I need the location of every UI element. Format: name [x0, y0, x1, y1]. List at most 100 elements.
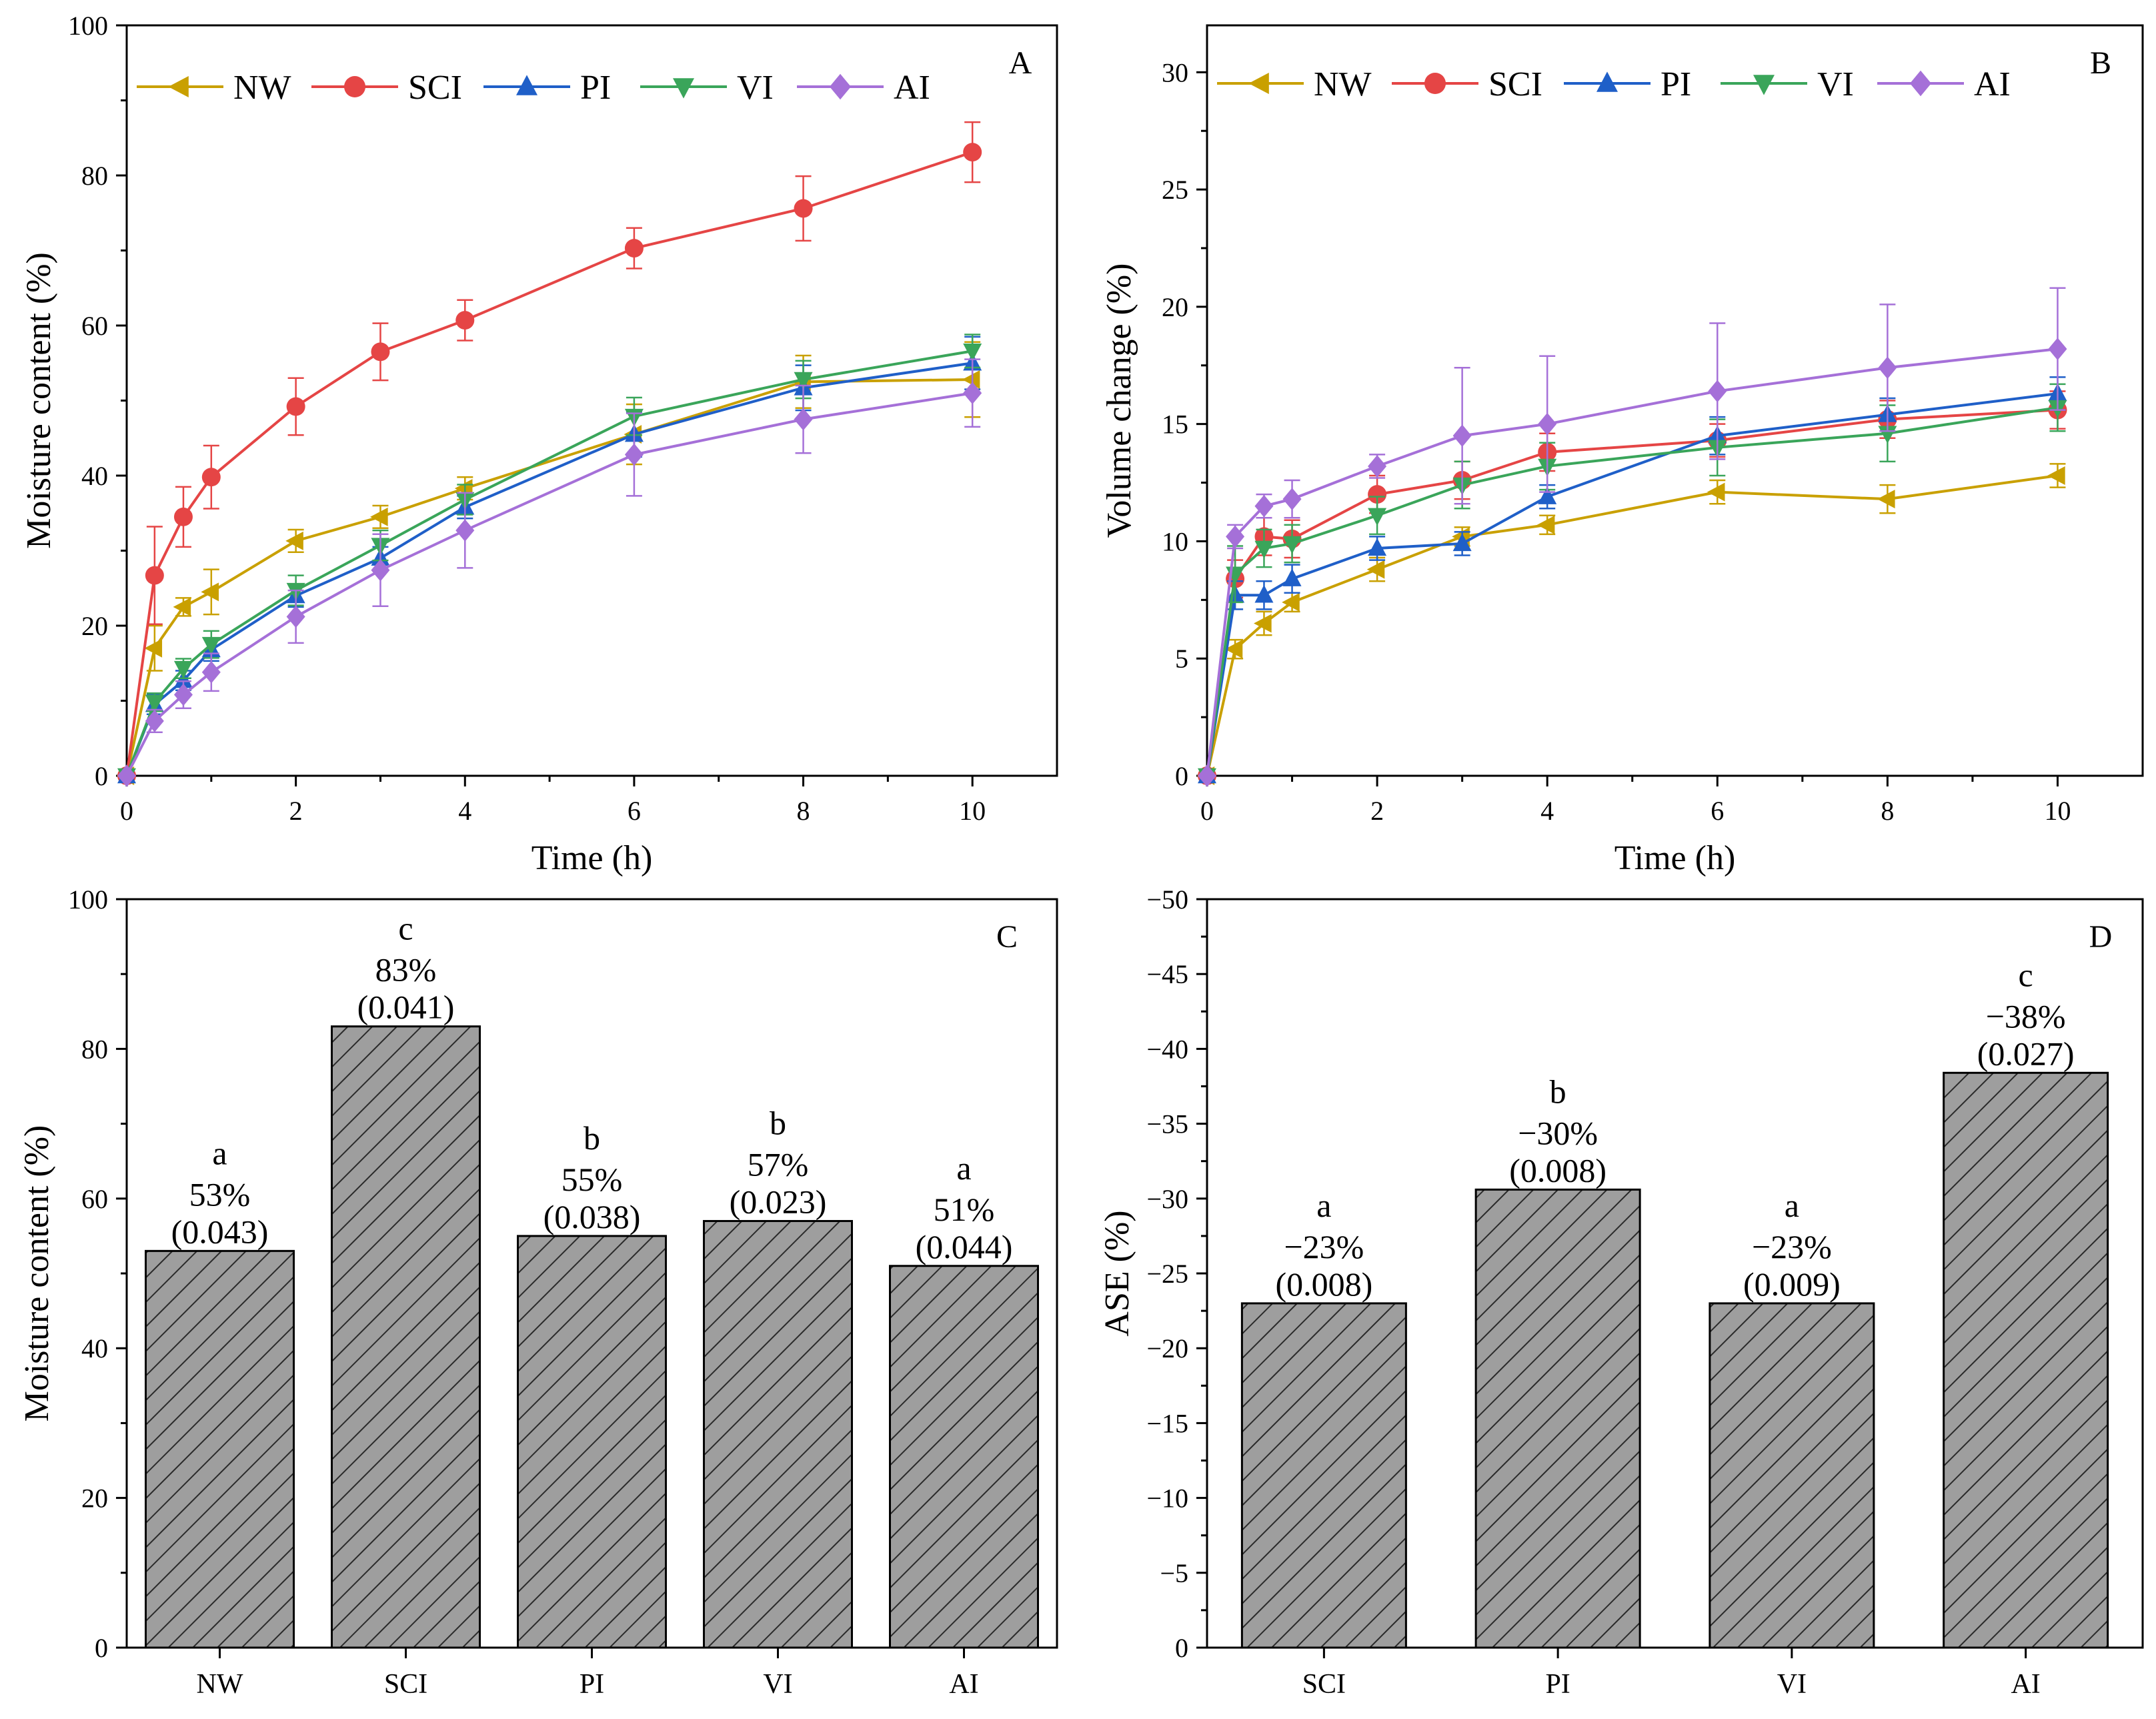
data-point: [173, 660, 193, 679]
series-line: [1206, 392, 2058, 776]
data-point: [794, 408, 813, 431]
series-ai: [117, 358, 982, 787]
y-tick-label: 20: [81, 1484, 108, 1514]
data-point: [624, 239, 644, 258]
legend-marker: [1424, 73, 1446, 94]
x-tick-label: VI: [1777, 1669, 1807, 1700]
y-axis-label: ASE (%): [1098, 1210, 1136, 1336]
series-vi: [1198, 383, 2067, 786]
legend-marker: [344, 76, 365, 97]
significance-letter: c: [2019, 956, 2033, 993]
bar: [1709, 1302, 1875, 1649]
y-tick-label: −35: [1146, 1109, 1188, 1139]
y-tick-label: 80: [81, 1034, 108, 1064]
data-point: [1538, 486, 1557, 504]
percent-label: −23%: [1284, 1228, 1364, 1265]
x-tick-label: 4: [458, 796, 471, 826]
bar: [1240, 1302, 1407, 1649]
x-tick-label: 2: [1370, 796, 1384, 826]
data-point: [201, 660, 221, 684]
sd-label: (0.038): [544, 1198, 641, 1235]
y-tick-label: 0: [1175, 761, 1188, 791]
data-point: [1254, 584, 1274, 603]
y-tick-label: −10: [1146, 1484, 1188, 1514]
bar: [145, 1249, 295, 1649]
data-point: [1708, 380, 1727, 403]
bar: [703, 1219, 853, 1649]
sd-label: (0.043): [171, 1213, 269, 1250]
x-tick-label: 8: [797, 796, 810, 826]
legend-marker: [1910, 70, 1931, 97]
x-tick-label: AI: [949, 1669, 978, 1700]
legend: NW SCI PI VI AI: [1217, 65, 2011, 103]
data-point: [286, 397, 305, 416]
x-tick-label: SCI: [1302, 1669, 1346, 1700]
legend-label: SCI: [1488, 65, 1542, 103]
legend-item-pi: PI: [1564, 65, 1691, 103]
y-tick-label: −45: [1146, 959, 1188, 989]
y-tick-label: 15: [1162, 410, 1188, 440]
legend-marker: [1248, 73, 1269, 94]
panel-letter: B: [2090, 45, 2111, 81]
bar: [1474, 1188, 1641, 1649]
y-tick-label: 10: [1162, 526, 1188, 556]
data-point: [1368, 508, 1387, 526]
sd-label: (0.008): [1509, 1151, 1606, 1189]
x-axis-label: Time (h): [1614, 839, 1736, 877]
data-point: [794, 199, 813, 218]
data-point: [1254, 614, 1272, 633]
data-point: [1452, 424, 1472, 448]
y-tick-label: −5: [1160, 1558, 1188, 1588]
data-point: [1282, 592, 1300, 612]
significance-letter: b: [770, 1104, 786, 1141]
series-pi: [1198, 376, 2067, 784]
data-point: [117, 764, 136, 787]
y-tick-label: 40: [81, 461, 108, 491]
legend-label: AI: [1974, 65, 2011, 103]
y-tick-label: 25: [1162, 175, 1188, 205]
significance-letter: a: [956, 1149, 971, 1187]
significance-letter: c: [398, 910, 413, 947]
legend-item-vi: VI: [640, 69, 774, 107]
panel-d: 0 −5 −10 −15 −20 −25 −30 −35 −40 −45 −50 ASE (%) D SC…: [1098, 885, 2144, 1700]
y-tick-label: 80: [81, 161, 108, 191]
significance-letter: a: [1785, 1187, 1799, 1224]
legend-marker: [1596, 71, 1618, 92]
panel-letter: A: [1009, 45, 1032, 81]
y-tick-label: 30: [1162, 57, 1188, 87]
data-point: [1538, 412, 1557, 436]
y-tick-label: −15: [1146, 1408, 1188, 1438]
data-point: [173, 507, 193, 526]
data-point: [1226, 525, 1245, 548]
data-point: [962, 370, 980, 389]
data-point: [1878, 356, 1897, 380]
data-point: [963, 143, 982, 162]
legend-label: AI: [894, 69, 930, 107]
legend-label: PI: [1661, 65, 1691, 103]
y-tick-label: 60: [81, 311, 108, 341]
legend-item-pi: PI: [483, 69, 611, 107]
data-point: [1368, 538, 1387, 556]
data-point: [1366, 560, 1385, 579]
data-point: [201, 468, 221, 487]
data-point: [1254, 494, 1274, 518]
bar-sci: SCI (0.008)−23% a: [1240, 1187, 1407, 1700]
data-point: [624, 443, 644, 466]
data-point: [1368, 455, 1387, 478]
bar: [517, 1235, 667, 1649]
legend-item-sci: SCI: [1392, 65, 1542, 103]
data-point: [963, 382, 982, 405]
bar-pi: PI (0.038)55% b: [517, 1119, 667, 1700]
legend-item-ai: AI: [1877, 65, 2011, 103]
x-tick-label: 4: [1540, 796, 1554, 826]
x-tick-label: 8: [1881, 796, 1894, 826]
x-tick-label: 10: [959, 796, 986, 826]
data-point: [1282, 536, 1302, 554]
data-point: [455, 311, 475, 330]
series-pi: [117, 336, 982, 784]
sd-label: (0.009): [1743, 1265, 1841, 1303]
data-point: [455, 519, 475, 542]
y-tick-label: −40: [1146, 1034, 1188, 1064]
